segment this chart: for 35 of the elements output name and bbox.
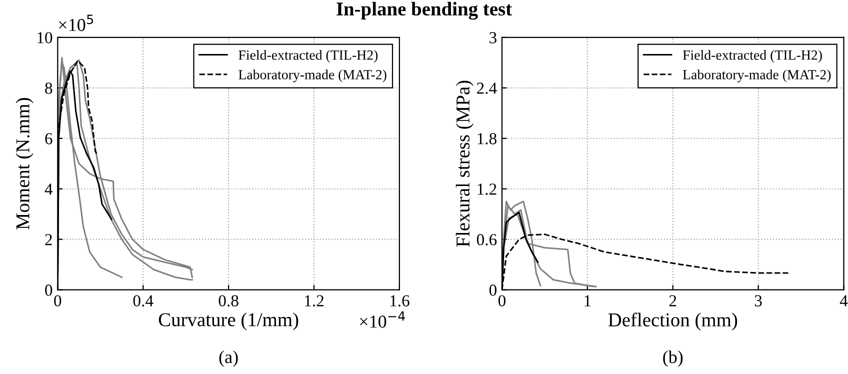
y-axis-title: Flexural stress (MPa) (456, 80, 474, 247)
x-tick-label: 2 (669, 295, 676, 306)
text: ×10$^{−4}$ (360, 311, 405, 328)
x-tick-label: 3 (754, 295, 762, 306)
x-tick-label: 1.2 (305, 295, 324, 307)
x-axis-title: Curvature (1/mm) (158, 312, 298, 330)
y-tick-label: 0 (45, 284, 52, 296)
y-axis-title: Moment (N.mm) (16, 98, 34, 230)
x-tick-label: 1.6 (390, 295, 410, 307)
legend-label: Field-extracted (TIL-H2) (238, 50, 378, 63)
legend-label: Field-extracted (TIL-H2) (682, 50, 822, 63)
chart-title: In-plane bending test (336, 2, 512, 20)
text: (a) (219, 350, 238, 367)
text: (b) (663, 350, 683, 367)
x-tick-label: 0 (498, 295, 506, 306)
x-tick-label: 0.8 (218, 295, 238, 307)
y-tick-label: 0 (489, 284, 496, 296)
x-tick-label: 0 (54, 295, 62, 306)
x-tick-label: 4 (840, 295, 848, 306)
text: ×10$^{5}$ (59, 14, 94, 32)
y-tick-label: 10 (38, 32, 52, 44)
y-tick-label: 6 (45, 133, 52, 144)
y-tick-label: 2.4 (477, 82, 497, 94)
legend-label: Laboratory-made (MAT-2) (238, 70, 386, 82)
y-tick-label: 4 (44, 184, 53, 195)
y-tick-label: 3 (490, 32, 496, 44)
legend-label: Laboratory-made (MAT-2) (682, 70, 831, 82)
x-axis-title: Deflection (mm) (608, 312, 738, 330)
y-tick-label: 1.2 (478, 184, 496, 195)
x-tick-label: 0.4 (133, 295, 154, 307)
y-tick-label: 2 (45, 234, 52, 246)
y-tick-label: 1.8 (478, 133, 496, 144)
y-tick-label: 8 (45, 82, 52, 94)
y-tick-label: 0.6 (476, 234, 497, 246)
x-tick-label: 1 (584, 295, 591, 306)
